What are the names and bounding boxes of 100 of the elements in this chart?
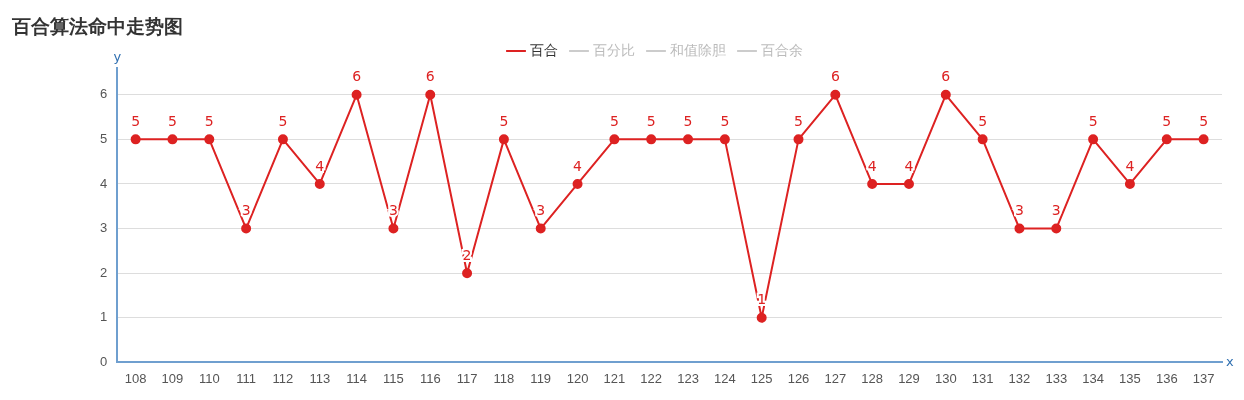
- data-label: 5: [278, 113, 288, 130]
- y-tick-label: 4: [100, 175, 108, 191]
- point: [683, 134, 694, 145]
- x-tick-label: 111: [236, 370, 256, 386]
- x-tick-label: 131: [971, 370, 994, 386]
- point: [1161, 134, 1172, 145]
- data-label: 4: [904, 157, 914, 174]
- data-label: 5: [1162, 113, 1172, 130]
- x-tick-label: 118: [493, 370, 515, 386]
- data-label: 5: [204, 113, 214, 130]
- legend-label: 百分比: [593, 41, 635, 58]
- y-tick-label: 5: [100, 130, 108, 146]
- chart-title: 百合算法命中走势图: [12, 14, 183, 39]
- x-tick-label: 119: [530, 370, 552, 386]
- point: [1051, 223, 1062, 234]
- y-tick-label: 3: [100, 220, 108, 236]
- point: [1198, 134, 1209, 145]
- x-tick-label: 135: [1119, 370, 1141, 386]
- x-tick-label: 137: [1192, 370, 1215, 386]
- point: [1014, 223, 1025, 234]
- point: [498, 134, 509, 145]
- x-tick-label: 116: [419, 370, 441, 386]
- data-label: 3: [1051, 202, 1061, 219]
- x-tick-label: 126: [787, 370, 810, 386]
- point: [1124, 178, 1135, 189]
- point: [130, 134, 141, 145]
- point: [867, 178, 878, 189]
- x-tick-label: 123: [677, 370, 699, 386]
- x-tick-label: 124: [714, 370, 736, 386]
- x-tick-label: 120: [566, 370, 589, 386]
- data-label: 3: [1015, 202, 1024, 219]
- legend-label: 和值除胆: [670, 41, 726, 58]
- point: [462, 268, 473, 279]
- point: [204, 134, 215, 145]
- point: [940, 89, 951, 100]
- data-label: 4: [867, 157, 877, 174]
- point: [977, 134, 988, 145]
- data-label: 4: [573, 157, 583, 174]
- point: [351, 89, 362, 100]
- data-label: 4: [1125, 157, 1135, 174]
- x-tick-label: 129: [898, 370, 920, 386]
- point: [535, 223, 546, 234]
- x-tick-label: 113: [309, 370, 331, 386]
- data-label: 6: [352, 68, 362, 85]
- legend-label: 百合: [530, 41, 558, 58]
- data-label: 5: [1088, 113, 1098, 130]
- x-tick-label: 114: [346, 370, 367, 386]
- point: [388, 223, 399, 234]
- data-label: 3: [388, 202, 398, 219]
- y-tick-label: 0: [100, 353, 108, 369]
- x-tick-label: 127: [824, 370, 847, 386]
- legend-label: 百合余: [761, 41, 803, 58]
- point: [830, 89, 841, 100]
- point: [1088, 134, 1099, 145]
- point: [903, 178, 914, 189]
- x-tick-label: 117: [456, 370, 478, 386]
- data-label: 5: [499, 113, 509, 130]
- x-tick-label: 134: [1082, 370, 1104, 386]
- data-label: 5: [683, 113, 693, 130]
- y-tick-label: 2: [100, 264, 108, 280]
- x-tick-label: 133: [1045, 370, 1068, 386]
- data-label: 4: [315, 157, 325, 174]
- point: [241, 223, 252, 234]
- x-tick-label: 122: [640, 370, 663, 386]
- point: [756, 312, 767, 323]
- data-label: 6: [941, 68, 951, 85]
- x-tick-label: 130: [934, 370, 957, 386]
- y-tick-label: 1: [100, 309, 108, 325]
- point: [277, 134, 288, 145]
- x-tick-label: 110: [198, 370, 220, 386]
- data-label: 6: [425, 68, 435, 85]
- data-label: 3: [241, 202, 251, 219]
- x-axis-title: x: [1226, 353, 1234, 369]
- point: [646, 134, 657, 145]
- data-label: 5: [978, 113, 988, 130]
- data-label: 5: [720, 113, 730, 130]
- x-tick-label: 136: [1155, 370, 1178, 386]
- point: [609, 134, 620, 145]
- point: [719, 134, 730, 145]
- point: [572, 178, 583, 189]
- x-tick-label: 108: [124, 370, 147, 386]
- data-label: 5: [794, 113, 803, 130]
- data-label: 5: [131, 113, 141, 130]
- x-tick-label: 121: [603, 370, 626, 386]
- x-tick-label: 115: [383, 370, 404, 386]
- x-tick-label: 112: [272, 370, 294, 386]
- x-tick-label: 125: [750, 370, 773, 386]
- data-label: 5: [646, 113, 656, 130]
- data-label: 5: [609, 113, 619, 130]
- y-axis-title: y: [113, 48, 122, 64]
- point: [167, 134, 178, 145]
- data-label: 5: [1199, 113, 1209, 130]
- point: [793, 134, 804, 145]
- point: [425, 89, 436, 100]
- data-label: 6: [830, 68, 840, 85]
- x-tick-label: 132: [1008, 370, 1031, 386]
- x-tick-label: 128: [861, 370, 884, 386]
- data-label: 1: [757, 291, 767, 308]
- data-label: 3: [536, 202, 546, 219]
- data-label: 5: [168, 113, 177, 130]
